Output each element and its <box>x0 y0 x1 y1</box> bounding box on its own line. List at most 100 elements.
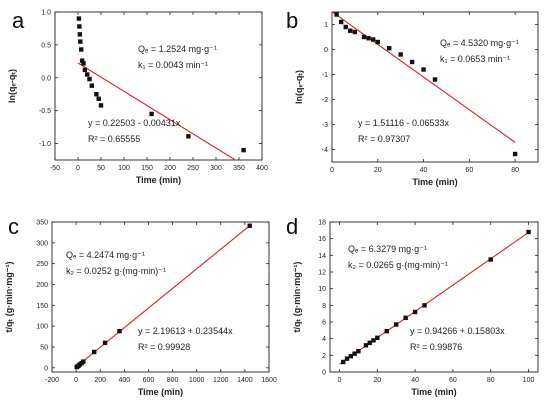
data-point <box>387 46 392 51</box>
panel-letter: d <box>286 214 298 239</box>
data-point <box>334 12 339 17</box>
x-tick-label: 100 <box>523 377 535 384</box>
panel-letter: c <box>8 214 19 239</box>
x-axis-label: Time (min) <box>138 387 183 397</box>
data-point <box>341 359 346 365</box>
data-point <box>96 96 101 102</box>
x-tick-label: 200 <box>94 377 106 384</box>
x-tick-label: 100 <box>118 165 130 172</box>
y-tick-label: 0.0 <box>41 75 51 82</box>
data-point <box>76 16 82 21</box>
x-tick-label: 350 <box>233 165 245 172</box>
x-tick-label: 40 <box>420 167 428 174</box>
x-tick-label: 400 <box>256 165 268 172</box>
plot-frame <box>54 11 263 161</box>
y-axis-label: ln(qₑ-qₜ) <box>7 69 17 103</box>
y-tick-label: -4 <box>322 147 328 154</box>
y-tick-label: 100 <box>36 324 48 331</box>
x-tick-label: 1400 <box>237 377 253 384</box>
annotation-text: Qₑ = 4.5320 mg·g⁻¹ <box>440 38 519 48</box>
y-axis-label: ln(qₑ-qₜ) <box>294 70 304 104</box>
data-point <box>371 37 376 42</box>
x-tick-label: 50 <box>97 165 105 172</box>
data-point <box>526 229 531 235</box>
data-point <box>348 353 353 359</box>
y-tick-label: 300 <box>36 240 48 247</box>
x-tick-label: 1200 <box>213 377 229 384</box>
y-tick-label: 0 <box>324 47 328 54</box>
data-point <box>149 111 154 117</box>
x-tick-label: -50 <box>50 165 60 172</box>
data-point <box>81 61 86 66</box>
x-tick-label: 60 <box>449 377 457 384</box>
x-tick-label: 150 <box>141 165 153 172</box>
y-tick-label: -1 <box>322 72 328 79</box>
annotation-text: y = 1.51116 - 0.06533x <box>358 118 449 128</box>
data-point <box>78 39 83 44</box>
data-point <box>422 303 427 308</box>
x-tick-label: 0 <box>330 167 334 174</box>
x-tick-label: 80 <box>511 167 519 174</box>
data-point <box>102 340 108 346</box>
annotation-text: R² = 0.97307 <box>358 134 410 144</box>
annotation-text: Qₑ = 4.2474 mg·g⁻¹ <box>66 250 145 260</box>
y-tick-label: 50 <box>40 345 48 352</box>
data-point <box>348 28 353 33</box>
data-point <box>91 349 97 355</box>
x-tick-label: 20 <box>374 167 382 174</box>
y-tick-label: 1 <box>324 22 328 29</box>
data-point <box>375 39 380 45</box>
x-tick-label: 0 <box>338 377 342 384</box>
annotation-text: Qₑ = 6.3279 mg·g⁻¹ <box>348 244 427 254</box>
x-tick-label: 20 <box>373 377 381 384</box>
y-axis-label: t/qₜ (g·min·mg⁻¹) <box>4 262 14 333</box>
data-point <box>77 32 83 37</box>
data-point <box>384 328 389 334</box>
data-point <box>352 29 358 35</box>
data-point <box>247 223 252 228</box>
x-tick-label: 60 <box>465 167 473 174</box>
plot-frame <box>329 221 539 373</box>
x-tick-label: 200 <box>164 165 176 172</box>
y-tick-label: 0.5 <box>41 42 51 49</box>
annotation-text: Qₑ = 1.2524 mg·g⁻¹ <box>138 44 217 54</box>
y-tick-label: 0 <box>44 365 48 372</box>
x-tick-label: 300 <box>210 165 222 172</box>
panel-letter: a <box>12 8 25 33</box>
data-point <box>375 335 380 341</box>
y-tick-label: 350 <box>36 220 48 227</box>
data-point <box>338 19 344 25</box>
y-tick-label: 8 <box>322 303 326 310</box>
annotation-text: y = 2.19613 + 0.23544x <box>138 326 233 336</box>
plot-frame <box>331 11 539 163</box>
data-point <box>403 315 408 321</box>
x-tick-label: 250 <box>187 165 199 172</box>
x-tick-label: 1600 <box>261 377 277 384</box>
x-tick-label: 0 <box>76 165 80 172</box>
y-tick-label: 16 <box>318 236 326 243</box>
data-point <box>344 356 350 361</box>
fit-line <box>77 62 237 160</box>
y-tick-label: 6 <box>322 320 326 327</box>
annotation-text: y = 0.94266 + 0.15803x <box>410 326 505 336</box>
y-tick-label: 18 <box>318 220 326 227</box>
x-tick-label: -200 <box>45 377 59 384</box>
data-point <box>81 359 86 364</box>
data-point <box>356 348 361 354</box>
annotation-text: y = 0.22503 - 0.00431x <box>88 118 181 128</box>
y-tick-label: 150 <box>36 303 48 310</box>
panel-letter: b <box>286 8 298 33</box>
chart-panel-d: 0 20 40 60 80 100 0 2 4 6 8 10 12 14 16 18 Time (min) t/q… <box>286 214 539 397</box>
annotation-text: k₂ = 0.0252 g·(mg·min)⁻¹ <box>66 266 166 276</box>
y-tick-label: 14 <box>318 253 326 260</box>
y-tick-label: 4 <box>322 336 326 343</box>
chart-panel-b: 0 20 40 60 80 -4 -3 -2 -1 0 1 Time (min) ln(qₑ-qₜ) b Q… <box>286 8 539 187</box>
y-tick-label: -2 <box>322 97 328 104</box>
data-point <box>371 338 376 343</box>
data-point <box>89 83 94 88</box>
y-tick-label: 200 <box>36 282 48 289</box>
fit-line <box>332 12 516 143</box>
data-point <box>363 343 369 348</box>
data-point <box>79 58 85 63</box>
